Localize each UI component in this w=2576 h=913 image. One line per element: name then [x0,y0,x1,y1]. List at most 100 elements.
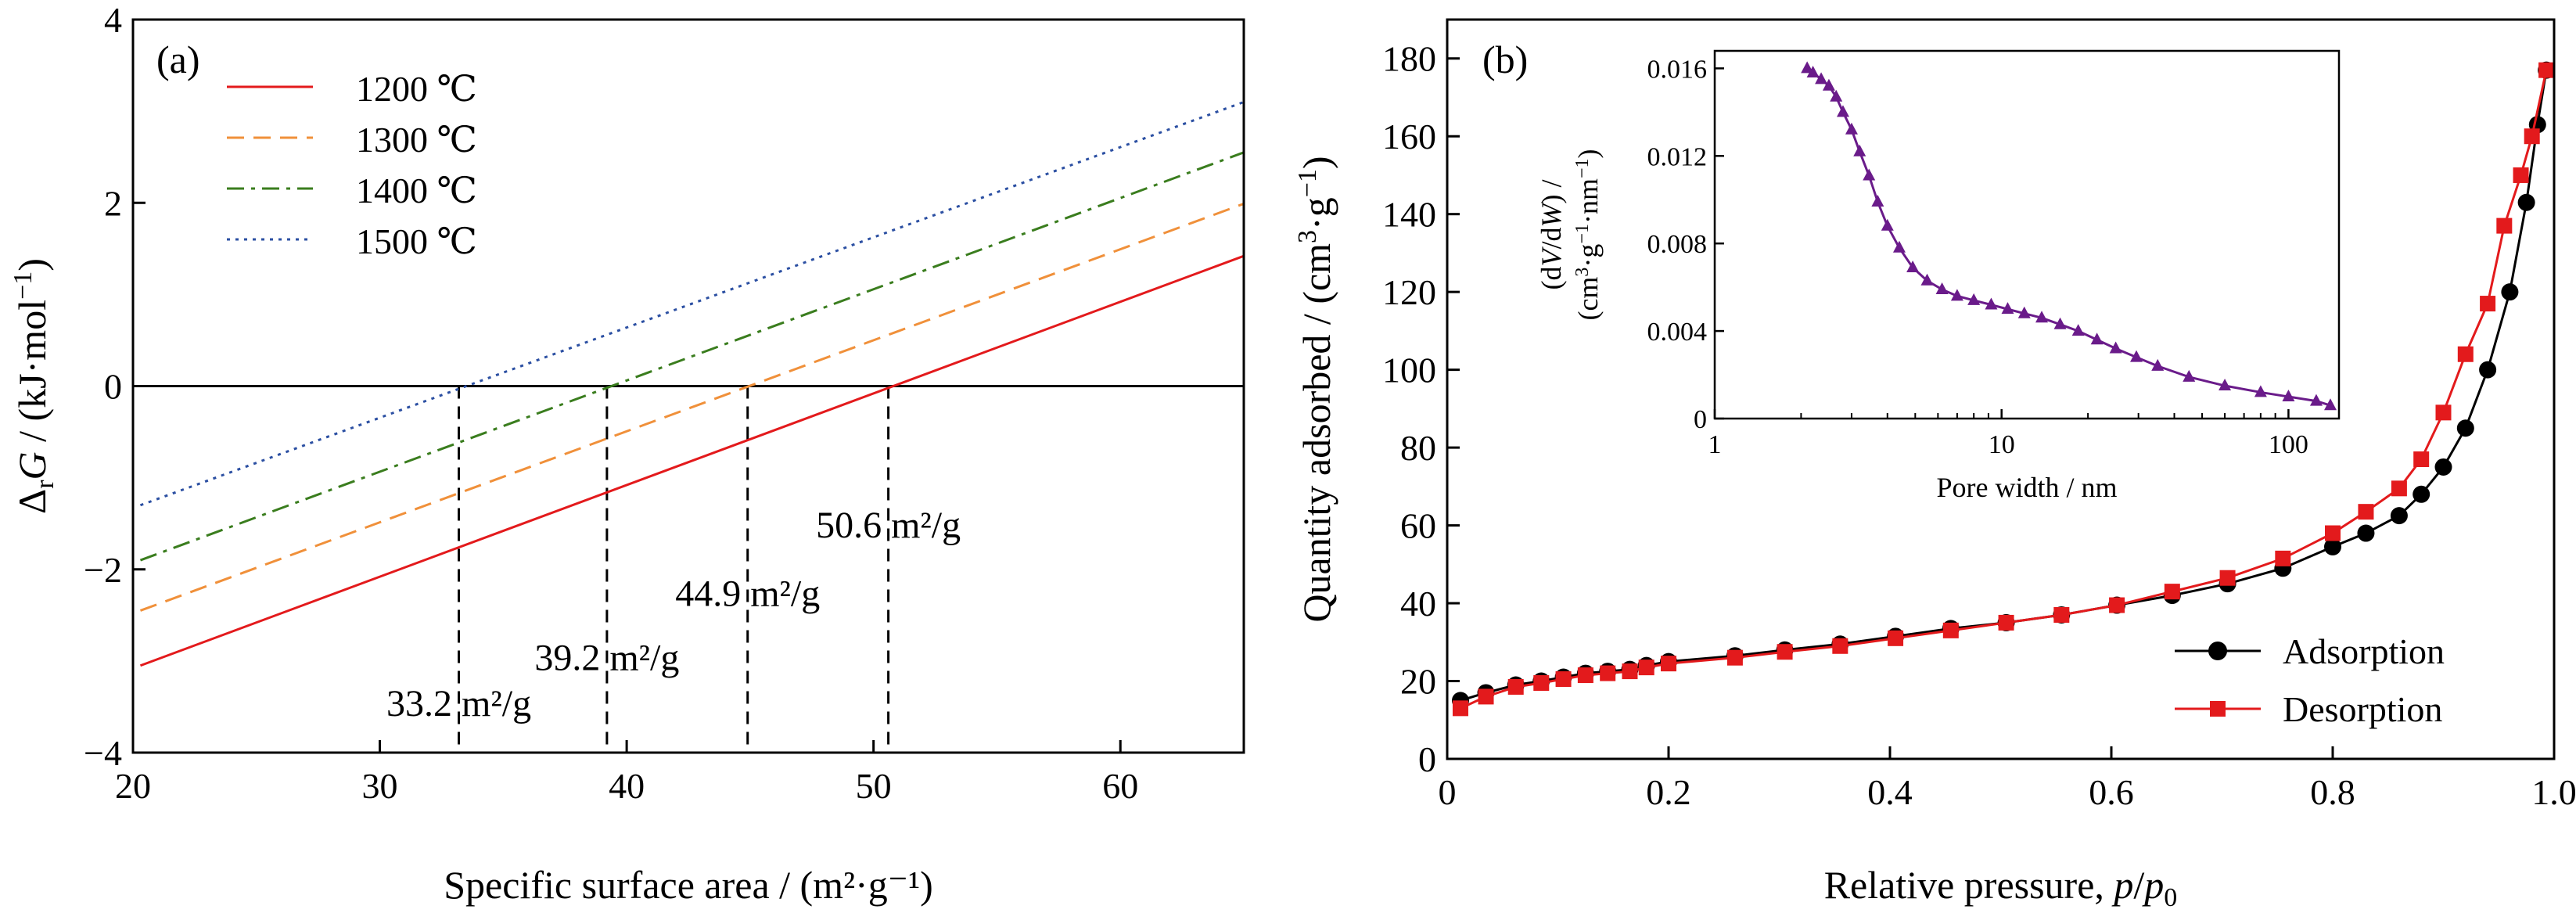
data-point [1452,700,1468,717]
y-tick-label: −4 [84,733,122,773]
legend-marker [2208,642,2227,660]
panel-b-label: (b) [1482,38,1528,81]
y-tick-label: 40 [1400,584,1436,624]
data-point [2035,311,2049,323]
data-point [1815,72,1828,84]
y-tick-label: 120 [1382,272,1436,312]
x-tick-label: 1.0 [2531,772,2576,812]
panel-b-y-ticks: 0 20 40 60 80 100 120 140 160 180 [1382,39,1460,779]
y-tick-label: 0 [1694,405,1707,434]
panel-b-frame [1446,18,2556,760]
panel-b-xlabel-text: Relative pressure, [1824,863,2114,907]
inset-series [1801,61,2337,411]
x-tick-label: 60 [1102,766,1138,806]
data-point [2480,296,2496,312]
y-tick-label: 0.008 [1647,230,1708,259]
x-tick-label: 20 [115,766,151,806]
inset-ylabel1-v: V [1536,246,1567,267]
y-tick-label: 0 [1418,739,1436,779]
data-point [1998,614,2014,631]
annotation-value: 33.2 [386,683,462,724]
y-tick-label: 0 [104,367,122,407]
panel-b-xlabel-p0: p [2142,863,2164,907]
panel-a: 20 30 40 50 60 −4 −2 0 2 4 (a) 1200 ℃ 1300 ℃ 1400 … [9,0,1245,907]
data-point [1892,240,1906,253]
annotation-value: 44.9 [675,573,750,615]
data-point [2358,504,2374,520]
data-point [1985,297,1998,310]
x-tick-label: 100 [2269,430,2308,459]
x-tick-label: 50 [856,766,892,806]
data-point [2513,167,2529,183]
panel-b-xlabel-slash: / [2133,863,2144,907]
inset-background [1715,51,2339,419]
data-point [2479,361,2497,379]
panel-a-legend: 1200 ℃ 1300 ℃ 1400 ℃ 1500 ℃ [227,69,477,261]
panel-a-ylabel-unit: / (kJ·mol [10,300,54,451]
data-point [2282,390,2295,402]
data-point [2109,341,2122,354]
legend-label: Desorption [2283,689,2442,729]
x-tick-label: 0.8 [2310,772,2355,812]
annotation-label: 50.6 m²/g [816,505,961,546]
data-point [2501,283,2519,301]
panel-b-xlabel-p: p [2111,863,2133,907]
data-point [1806,65,1820,77]
y-tick-label: 100 [1382,350,1436,390]
annotation-unit: m²/g [462,683,531,724]
inset-y-axis-label-line2: (cm3·g−1·nm−1) [1572,149,1604,320]
panel-b-ylabel-g: ·g [1295,197,1338,230]
data-point [2517,193,2535,211]
x-tick-label: 0.4 [1867,772,1913,812]
panel-a-x-axis-label: Specific surface area / (m²·g⁻¹) [444,863,933,907]
inset-x-axis-label: Pore width / nm [1937,472,2118,503]
data-point [1577,667,1593,684]
inset-ylabel1-b: /d [1536,227,1567,249]
data-point [2130,350,2143,362]
x-tick-label: 0.6 [2089,772,2134,812]
data-point [2457,346,2474,362]
data-point [1830,89,1843,102]
panel-a-ylabel-exp: −1 [9,271,38,300]
y-tick-label: 80 [1400,428,1436,468]
data-point [2090,332,2104,345]
data-point [2109,597,2125,613]
annotation-label: 33.2 m²/g [386,683,531,724]
data-point [1950,289,1963,301]
y-tick-label: 0.016 [1647,55,1708,84]
inset-ylabel2-close: ) [1572,149,1604,158]
data-point [1600,665,1616,681]
inset-ylabel2-a: (cm [1572,277,1604,321]
legend-label: 1500 ℃ [356,221,477,261]
panel-a-ylabel-g: G [10,451,54,480]
panel-b-ylabel-text: Quantity adsorbed / (cm [1295,243,1338,623]
panel-b-x-axis-label: Relative pressure, p/p0 [1824,863,2178,912]
data-point [2071,324,2085,336]
data-point [2413,485,2430,503]
annotation-unit: m²/g [609,638,679,679]
data-point [1935,282,1949,294]
annotation-value: 50.6 [816,505,891,546]
y-tick-label: 60 [1400,506,1436,546]
data-point [1942,622,1959,638]
data-point [2357,524,2375,542]
data-point [1832,638,1848,654]
x-tick-label: 10 [1989,430,2015,459]
y-tick-label: −2 [84,550,122,590]
panel-b-ylabel-exp-1: −1 [1293,169,1322,197]
x-tick-label: 40 [609,766,645,806]
data-point [2275,550,2291,566]
inset-ylabel2-exp-1b: −1 [1572,158,1593,178]
data-point [2151,358,2165,371]
annotation-unit: m²/g [891,505,961,546]
data-point [1533,675,1550,692]
inset-plot: 1 10 100 0 0.004 0.008 0.012 0.016 Pore width … [1536,49,2341,503]
inset-ylabel2-g: ·g [1572,244,1604,268]
legend-label: 1300 ℃ [356,120,477,160]
data-point [2053,317,2067,329]
panel-a-ylabel-close: ) [10,258,54,271]
data-point [2524,128,2540,145]
data-point [2053,606,2070,623]
data-point [1863,168,1876,181]
